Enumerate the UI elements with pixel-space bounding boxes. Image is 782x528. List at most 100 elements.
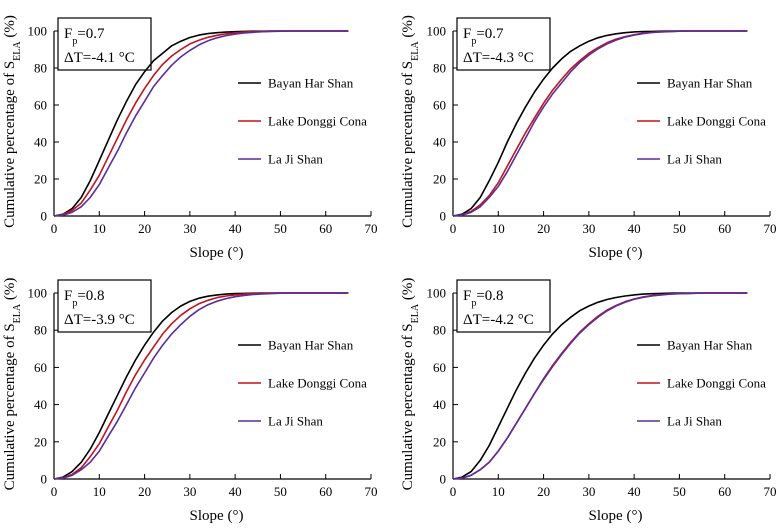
legend-label: Bayan Har Shan bbox=[667, 76, 753, 91]
legend-label: Bayan Har Shan bbox=[667, 338, 753, 353]
y-axis-label-sub: ELA bbox=[12, 41, 23, 61]
x-tick-label: 40 bbox=[229, 221, 242, 236]
x-tick-label: 70 bbox=[365, 221, 378, 236]
delta-t-label: ΔT=-3.9 °C bbox=[64, 312, 135, 328]
y-tick-label: 20 bbox=[34, 172, 47, 187]
y-axis-label-main: Cumulative percentage of S bbox=[2, 323, 18, 490]
y-axis-label: Cumulative percentage of SELA (%) bbox=[2, 15, 23, 228]
y-tick-label: 20 bbox=[34, 434, 47, 449]
y-axis-label-end: (%) bbox=[400, 15, 416, 41]
x-tick-label: 20 bbox=[138, 484, 151, 499]
parameter-box bbox=[456, 279, 551, 333]
x-tick-label: 10 bbox=[93, 221, 106, 236]
y-tick-label: 40 bbox=[34, 397, 47, 412]
fp-label: Fp=0.7 bbox=[463, 26, 504, 47]
series-line-la-ji-shan bbox=[452, 30, 748, 217]
x-tick-label: 50 bbox=[673, 221, 686, 236]
chart-panel-4: 0 10 20 30 40 50 60 70 0 20 40 60 80 100 Slope (°) Cumu… bbox=[400, 278, 777, 524]
chart-panel-2: 0 10 20 30 40 50 60 70 0 20 40 60 80 100 Slope (°) Cumu… bbox=[400, 15, 777, 261]
parameter-box bbox=[456, 17, 551, 71]
x-axis-label: Slope (°) bbox=[589, 508, 643, 524]
delta-t-label: ΔT=-4.3 °C bbox=[463, 50, 534, 66]
y-tick-label: 40 bbox=[433, 135, 446, 150]
y-tick-label: 80 bbox=[433, 61, 446, 76]
series-line-la-ji-shan bbox=[53, 292, 349, 480]
x-tick-label: 30 bbox=[582, 221, 595, 236]
x-tick-label: 50 bbox=[274, 484, 287, 499]
y-tick-label: 40 bbox=[34, 135, 47, 150]
x-tick-label: 20 bbox=[537, 484, 550, 499]
y-tick-label: 0 bbox=[440, 209, 447, 224]
x-tick-label: 10 bbox=[93, 484, 106, 499]
y-tick-label: 100 bbox=[28, 24, 48, 39]
legend-label: Lake Donggi Cona bbox=[268, 114, 367, 129]
legend-label: Lake Donggi Cona bbox=[667, 376, 766, 391]
y-axis-label-sub: ELA bbox=[12, 303, 23, 323]
y-tick-label: 80 bbox=[34, 61, 47, 76]
parameter-box bbox=[57, 279, 152, 333]
x-tick-label: 60 bbox=[718, 221, 731, 236]
parameter-box bbox=[57, 17, 152, 71]
x-tick-label: 40 bbox=[628, 221, 641, 236]
delta-t-label: ΔT=-4.2 °C bbox=[463, 312, 534, 328]
delta-t-label: ΔT=-4.1 °C bbox=[64, 50, 135, 66]
y-axis-label-main: Cumulative percentage of S bbox=[400, 323, 416, 490]
x-tick-label: 50 bbox=[274, 221, 287, 236]
y-axis-label-main: Cumulative percentage of S bbox=[400, 61, 416, 228]
y-axis-label-main: Cumulative percentage of S bbox=[2, 61, 18, 228]
x-tick-label: 20 bbox=[537, 221, 550, 236]
y-tick-label: 0 bbox=[440, 472, 447, 487]
x-axis-label: Slope (°) bbox=[190, 245, 244, 261]
fp-label: Fp=0.7 bbox=[64, 26, 105, 47]
y-tick-label: 20 bbox=[433, 172, 446, 187]
x-tick-label: 30 bbox=[183, 484, 196, 499]
legend-label: Lake Donggi Cona bbox=[268, 376, 367, 391]
y-axis-label-sub: ELA bbox=[410, 41, 421, 61]
y-axis-label-end: (%) bbox=[2, 278, 18, 304]
x-tick-label: 60 bbox=[718, 484, 731, 499]
y-tick-label: 80 bbox=[34, 323, 47, 338]
legend-label: Bayan Har Shan bbox=[268, 76, 354, 91]
fp-label: Fp=0.8 bbox=[64, 288, 105, 309]
y-tick-label: 0 bbox=[41, 209, 48, 224]
x-tick-label: 50 bbox=[673, 484, 686, 499]
y-axis-label-end: (%) bbox=[400, 278, 416, 304]
x-tick-label: 0 bbox=[450, 221, 457, 236]
y-tick-label: 80 bbox=[433, 323, 446, 338]
y-tick-label: 60 bbox=[34, 360, 47, 375]
chart-panel-3: 0 10 20 30 40 50 60 70 0 20 40 60 80 100 Slope (°) Cumu… bbox=[2, 278, 378, 524]
y-axis-label: Cumulative percentage of SELA (%) bbox=[400, 278, 421, 491]
x-tick-label: 60 bbox=[319, 221, 332, 236]
x-tick-label: 30 bbox=[582, 484, 595, 499]
legend-label: La Ji Shan bbox=[667, 152, 722, 167]
legend-label: Lake Donggi Cona bbox=[667, 114, 766, 129]
y-tick-label: 0 bbox=[41, 472, 48, 487]
legend-label: La Ji Shan bbox=[667, 414, 722, 429]
series-line-la-ji-shan bbox=[53, 30, 349, 217]
y-tick-label: 60 bbox=[433, 360, 446, 375]
y-axis-label-end: (%) bbox=[2, 15, 18, 41]
legend-label: Bayan Har Shan bbox=[268, 338, 354, 353]
x-tick-label: 60 bbox=[319, 484, 332, 499]
x-tick-label: 70 bbox=[365, 484, 378, 499]
fp-label: Fp=0.8 bbox=[463, 288, 504, 309]
y-tick-label: 40 bbox=[433, 397, 446, 412]
y-axis-label-sub: ELA bbox=[410, 303, 421, 323]
legend-label: La Ji Shan bbox=[268, 152, 323, 167]
y-tick-label: 20 bbox=[433, 434, 446, 449]
x-tick-label: 40 bbox=[628, 484, 641, 499]
y-axis-label: Cumulative percentage of SELA (%) bbox=[400, 15, 421, 228]
x-tick-label: 10 bbox=[492, 484, 505, 499]
x-tick-label: 30 bbox=[183, 221, 196, 236]
series-line-la-ji-shan bbox=[452, 292, 748, 480]
x-tick-label: 0 bbox=[450, 484, 457, 499]
y-tick-label: 60 bbox=[433, 98, 446, 113]
x-axis-label: Slope (°) bbox=[589, 245, 643, 261]
x-axis-label: Slope (°) bbox=[190, 508, 244, 524]
y-tick-label: 60 bbox=[34, 98, 47, 113]
x-tick-label: 0 bbox=[51, 221, 58, 236]
legend-label: La Ji Shan bbox=[268, 414, 323, 429]
x-tick-label: 20 bbox=[138, 221, 151, 236]
x-tick-label: 40 bbox=[229, 484, 242, 499]
